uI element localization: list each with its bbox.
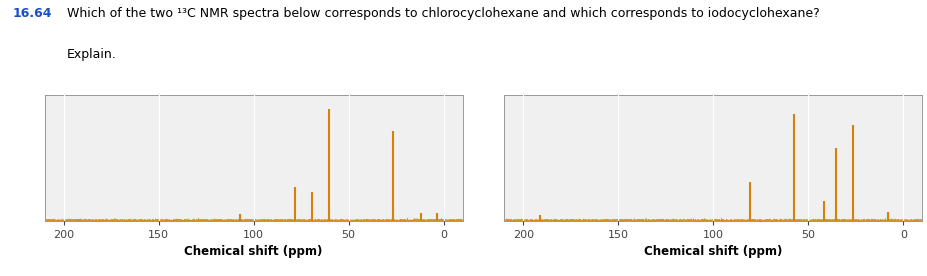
Text: 16.64: 16.64: [12, 7, 52, 20]
X-axis label: Chemical shift (ppm): Chemical shift (ppm): [184, 245, 323, 258]
X-axis label: Chemical shift (ppm): Chemical shift (ppm): [643, 245, 781, 258]
Text: Explain.: Explain.: [67, 48, 117, 61]
Text: Which of the two ¹³C NMR spectra below corresponds to chlorocyclohexane and whic: Which of the two ¹³C NMR spectra below c…: [67, 7, 819, 20]
